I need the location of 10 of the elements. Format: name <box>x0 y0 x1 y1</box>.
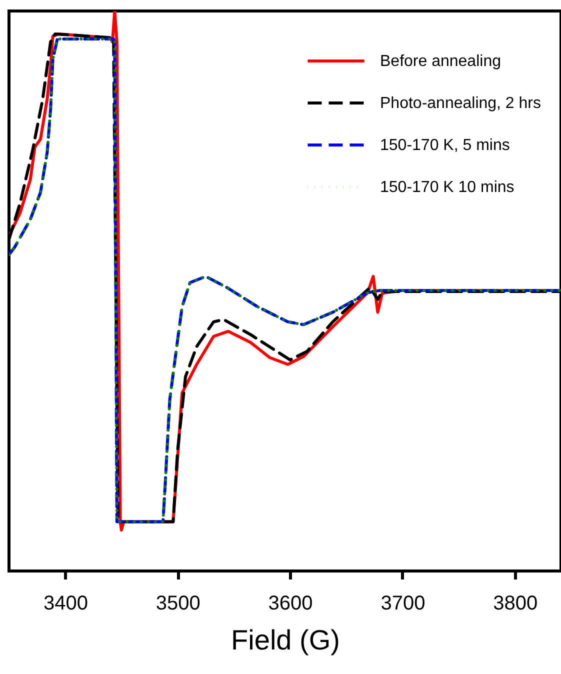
legend-label: Before annealing <box>380 53 501 70</box>
x-axis-title: Field (G) <box>231 624 340 656</box>
legend-label: Photo-annealing, 2 hrs <box>380 95 541 112</box>
x-tick-label: 3500 <box>156 592 200 614</box>
x-tick-label: 3400 <box>43 592 88 614</box>
x-tick-label: 3600 <box>268 592 313 614</box>
x-tick-label: 3700 <box>380 592 426 614</box>
legend-label: 150-170 K 10 mins <box>380 179 514 196</box>
x-tick-label: 3800 <box>493 592 538 614</box>
legend-label: 150-170 K, 5 mins <box>380 137 510 154</box>
